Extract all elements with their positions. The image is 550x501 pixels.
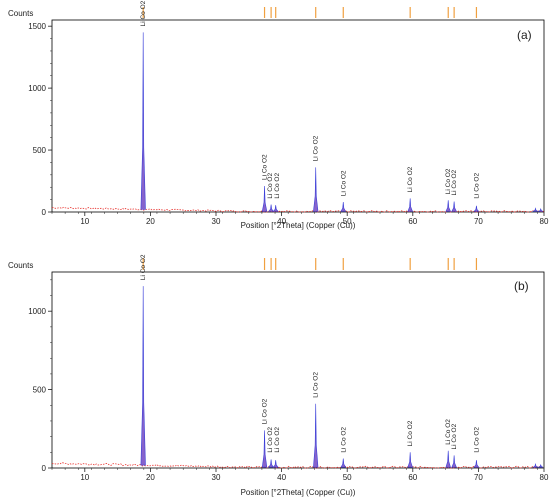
x-tick-label: 20 (146, 473, 155, 482)
peak (140, 286, 146, 466)
x-tick-label: 50 (343, 473, 352, 482)
peak-label: Li Co O2 (262, 154, 269, 180)
x-axis-title: Position [°2Theta] (Copper (Cu)) (241, 488, 356, 497)
panel-label: (a) (517, 28, 532, 42)
peak (407, 452, 413, 468)
x-tick-label: 80 (540, 473, 549, 482)
peak (340, 458, 347, 468)
x-tick-label: 50 (343, 217, 352, 226)
x-tick-label: 40 (277, 217, 286, 226)
peak (313, 403, 319, 468)
plot-frame (51, 19, 545, 213)
peak-label: Li Co O2 (407, 166, 414, 192)
panel-label: (b) (514, 279, 529, 293)
y-tick-label: 1000 (28, 307, 46, 316)
peak-label: Li Co O2 (340, 427, 347, 453)
peak-label: Li Co O2 (445, 168, 452, 194)
chart-panel-b: 0 500 1000 10 20 30 40 50 60 70 80 Counts Position [… (8, 254, 549, 497)
x-tick-label: 20 (146, 217, 155, 226)
plot-frame (51, 271, 545, 469)
peak (268, 459, 274, 468)
peak (445, 200, 451, 212)
peak (313, 167, 319, 212)
y-tick-label: 1000 (28, 84, 46, 93)
peak (272, 460, 279, 468)
peak-series (140, 32, 544, 212)
y-tick-label: 0 (42, 208, 47, 217)
x-tick-label: 70 (474, 217, 483, 226)
peak (473, 205, 480, 212)
x-tick-label: 80 (540, 217, 549, 226)
peak-label: Li Co O2 (267, 173, 274, 199)
peak-label: Li Co O2 (140, 0, 147, 26)
peak-label: Li Co O2 (445, 419, 452, 445)
x-axis: 10 20 30 40 50 60 70 80 (51, 468, 549, 482)
peak-label: Li Co O2 (451, 169, 458, 195)
peak-series (140, 286, 544, 468)
y-axis: 0 500 1000 1500 (28, 22, 52, 217)
x-tick-label: 70 (474, 473, 483, 482)
peak-label: Li Co O2 (274, 427, 281, 453)
x-tick-label: 30 (212, 473, 221, 482)
peak (451, 201, 457, 212)
x-tick-label: 30 (212, 217, 221, 226)
peak (445, 450, 451, 468)
y-axis: 0 500 1000 (28, 279, 52, 473)
peak-label: Li Co O2 (473, 427, 480, 453)
peak (532, 462, 539, 468)
peak (272, 205, 279, 212)
peak (261, 185, 268, 212)
peak-label: Li Co O2 (451, 423, 458, 449)
y-tick-label: 1500 (28, 22, 46, 31)
x-axis: 10 20 30 40 50 60 70 80 (51, 212, 549, 226)
peak (268, 204, 274, 212)
x-tick-label: 10 (80, 217, 89, 226)
peak (407, 198, 413, 212)
peak (261, 430, 268, 468)
peak-label: Li Co O2 (140, 254, 147, 280)
y-tick-label: 500 (33, 146, 47, 155)
peak-label: Li Co O2 (274, 173, 281, 199)
chart-panel-a: 0 500 1000 1500 10 20 30 40 50 60 70 80 Counts Positi… (8, 0, 549, 230)
y-tick-label: 500 (33, 386, 47, 395)
y-axis-title: Counts (8, 9, 33, 18)
peak (451, 455, 457, 468)
y-axis-title: Counts (8, 261, 33, 270)
background-noise (51, 206, 545, 213)
peak-label: Li Co O2 (313, 372, 320, 398)
x-axis-title: Position [°2Theta] (Copper (Cu)) (241, 221, 356, 230)
x-tick-label: 60 (408, 473, 417, 482)
peak-label: Li Co O2 (340, 170, 347, 196)
peak (340, 202, 347, 212)
peak (538, 208, 544, 212)
x-tick-label: 10 (80, 473, 89, 482)
peak (532, 207, 539, 212)
peak (140, 32, 146, 210)
peak (473, 460, 480, 468)
peak-label: Li Co O2 (267, 427, 274, 453)
y-tick-label: 0 (42, 464, 47, 473)
peak-label: Li Co O2 (473, 173, 480, 199)
background-noise (51, 462, 545, 469)
peak (538, 464, 544, 468)
reference-markers (142, 7, 478, 18)
x-tick-label: 40 (277, 473, 286, 482)
reference-markers (142, 258, 478, 270)
peak-label: Li Co O2 (262, 398, 269, 424)
peak-label: Li Co O2 (407, 420, 414, 446)
peak-label: Li Co O2 (313, 135, 320, 161)
x-tick-label: 60 (408, 217, 417, 226)
